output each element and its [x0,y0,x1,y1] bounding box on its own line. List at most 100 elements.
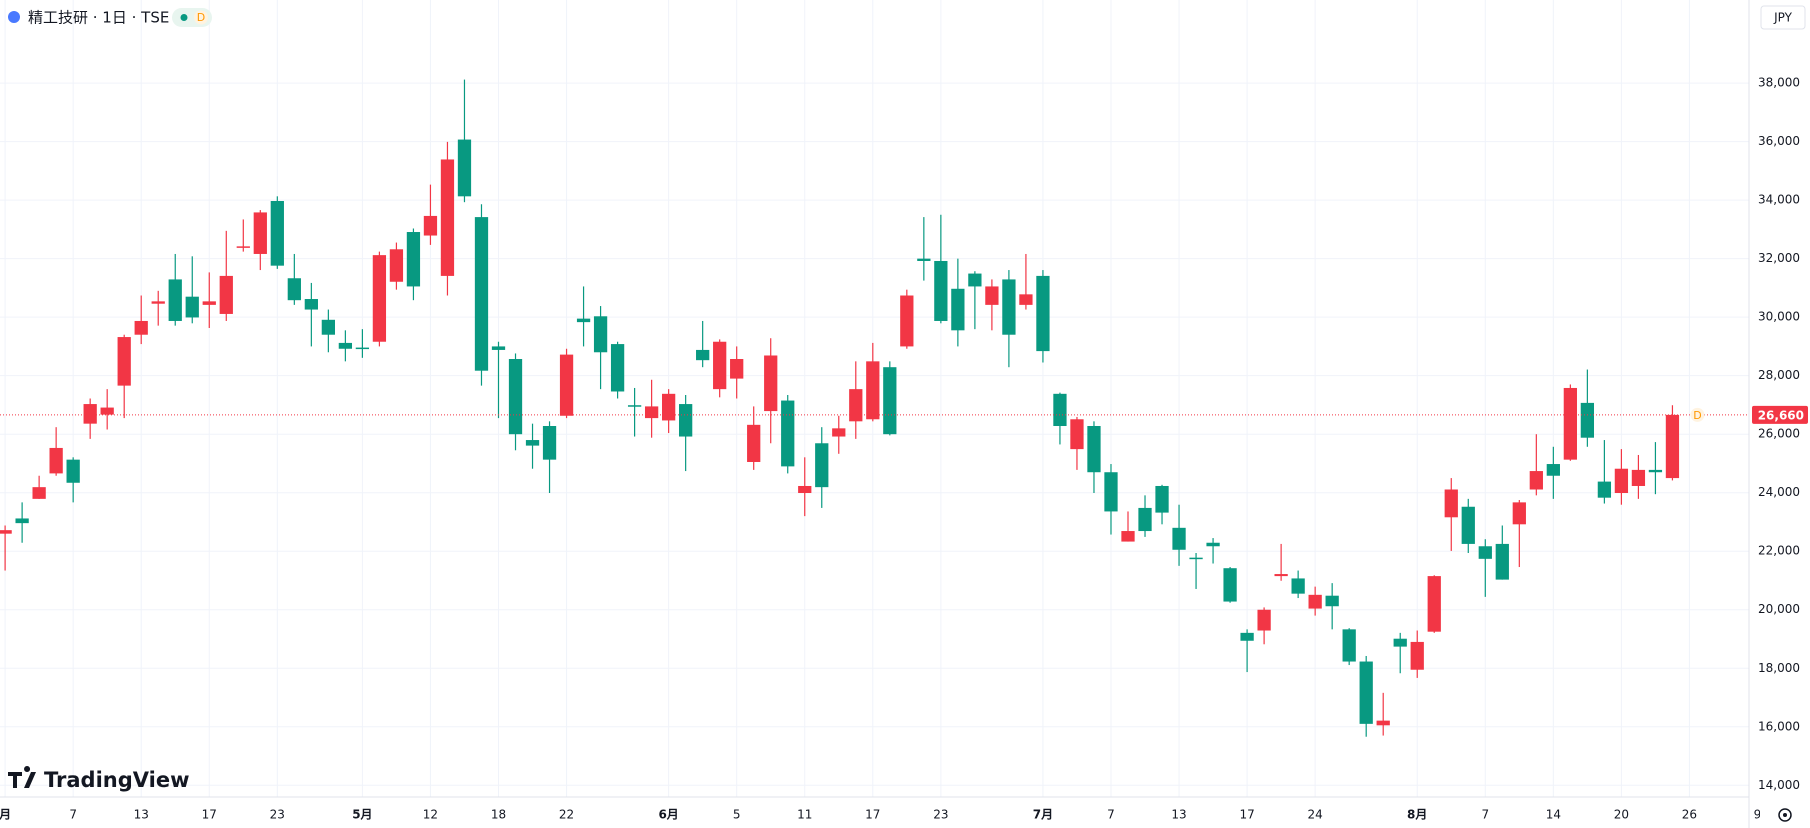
candle-body [168,279,182,321]
candle-body [457,139,472,197]
candle-body [1019,294,1033,305]
candle-body [1648,469,1663,473]
candle-body [934,260,948,321]
brand: TradingView [44,768,189,792]
candle-body [1512,502,1526,525]
candle-body [1291,578,1305,594]
y-tick-label: 34,000 [1758,193,1800,207]
candle-body [1631,469,1646,486]
candle-body [270,201,284,266]
candle-body [1376,720,1390,726]
candles [0,79,1680,737]
candle-body [1070,419,1084,450]
candle-body [1206,542,1220,547]
status-dot [180,14,188,21]
y-tick-label: 24,000 [1758,485,1800,499]
candle-body [849,389,863,422]
candle-body [661,393,676,421]
candle-body [1002,279,1016,335]
x-tick-label: 17 [202,808,217,822]
y-tick-label: 28,000 [1758,368,1800,382]
candle-body [1223,568,1237,602]
candle-body [679,404,693,437]
currency-button[interactable] [1760,5,1806,30]
x-tick-label: 13 [1171,808,1186,822]
y-tick-label: 30,000 [1758,310,1800,324]
candle-body [900,295,914,347]
candle-body [951,288,965,331]
candle-body [1036,275,1050,352]
candle-body [1342,629,1356,662]
candle-body [593,316,608,353]
last-badge-bg [1690,407,1705,422]
candle-body [1614,468,1629,494]
symbol-title[interactable]: 精工技研 · 1日 · TSE [28,9,169,27]
x-tick-label: 20 [1614,808,1629,822]
x-tick-label: 9 [1754,808,1762,822]
candle-body [764,355,778,412]
candle-body [1665,414,1680,479]
candle-body [1172,527,1186,550]
candle-body [1087,426,1101,473]
candle-body [474,217,489,371]
badge-bg [194,10,208,25]
candle-body [730,359,744,379]
x-tick-label: 12 [423,808,438,822]
x-tick-label: 8月 [1407,808,1427,822]
logo-mark [8,766,36,788]
candle-body [815,443,829,488]
candle-body [1104,472,1118,512]
candle-body [559,354,574,416]
candle-body [968,273,982,287]
candle-body [219,275,233,314]
x-tick-label: 7 [1481,808,1489,822]
x-tick-label: 22 [559,808,574,822]
candle-body [1461,506,1475,544]
candle-body [32,487,46,499]
candle-body [525,440,540,446]
candle-body [202,301,216,305]
candle-body [781,400,795,467]
currency[interactable]: JPY [1773,11,1793,25]
gear[interactable] [1778,808,1792,822]
y-axis: 14,000 16,000 18,000 20,000 22,000 24,000 26,0… [1758,76,1800,792]
candle-body [627,405,642,407]
y-tick-label: 14,000 [1758,778,1800,792]
y-tick-label: 32,000 [1758,251,1800,265]
candle-body [253,212,267,254]
x-tick-label: 5月 [352,808,372,822]
candle-body [185,296,199,318]
x-tick-label: 24 [1308,808,1323,822]
candle-body [1580,402,1595,438]
candle-body [440,159,455,276]
x-tick-label: 6月 [658,808,678,822]
candle-body [542,426,557,460]
y-tick-label: 18,000 [1758,661,1800,675]
x-tick-label: 14 [1546,808,1561,822]
candle-body [1427,576,1441,632]
candle-body [883,367,897,435]
candle-body [1121,531,1135,542]
candle-body [389,249,404,282]
x-tick-label: 23 [933,808,948,822]
candle-body [1189,557,1203,560]
candle-body [1308,594,1322,609]
candle-body [798,485,812,494]
x-tick-label: 5 [733,808,741,822]
candle-body [491,346,506,350]
candle-body [610,344,625,392]
last-price-tag [1752,405,1808,424]
candle-body [338,342,353,349]
symbol-icon [8,11,20,23]
candle-body [372,255,387,342]
candle-body [1155,485,1169,513]
last-price-label: 26,660 [1758,408,1804,422]
settings-button[interactable] [1778,808,1792,822]
badge: D [197,11,205,24]
candle-body [696,349,710,361]
x-tick-label: 17 [1239,808,1254,822]
x-tick-label: 18 [491,808,506,822]
candle-body [66,459,80,483]
gear-center[interactable] [1783,813,1787,817]
